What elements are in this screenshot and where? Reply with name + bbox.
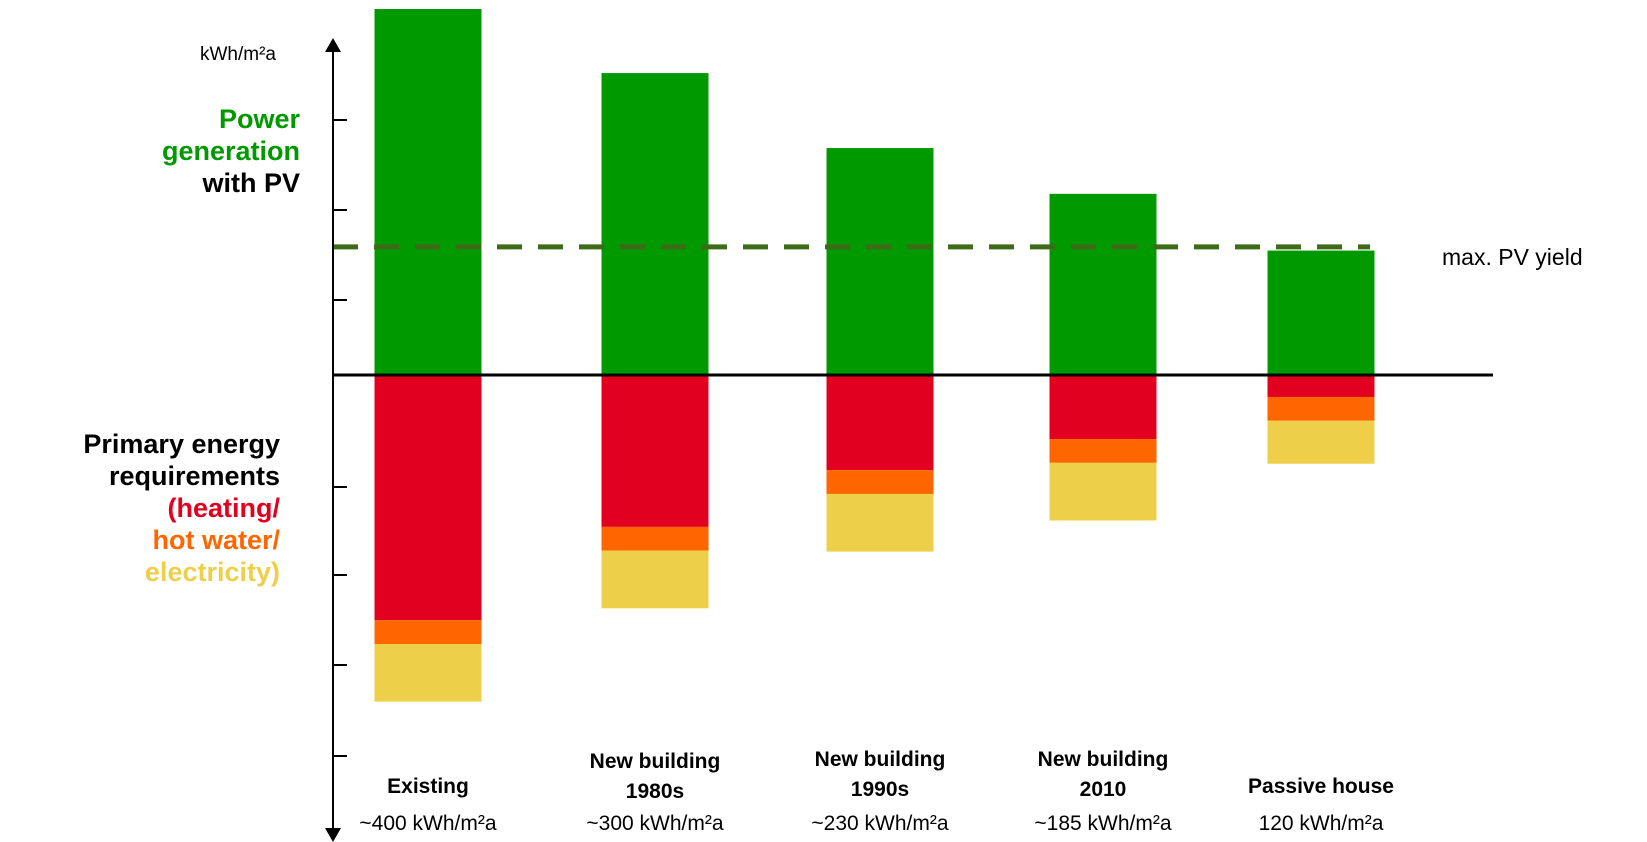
category-name-line: New building	[993, 745, 1213, 775]
category-name-line: 1990s	[770, 775, 990, 805]
power-label-line-2: generation	[162, 135, 300, 167]
power-label-line-1: Power	[162, 103, 300, 135]
power-generation-label: Power generation with PV	[162, 103, 300, 199]
hot-water-bar-3	[827, 470, 934, 494]
category-value-label-1: ~400 kWh/m²a	[318, 812, 538, 836]
hot-water-bar-4	[1050, 439, 1157, 463]
electricity-bar-4	[1050, 463, 1157, 521]
category-name-5: Passive house	[1211, 772, 1431, 802]
category-name-line: 2010	[993, 775, 1213, 805]
category-value-label-4: ~185 kWh/m²a	[993, 812, 1213, 836]
category-name-2: New building 1980s	[545, 747, 765, 807]
category-name-line: 1980s	[545, 777, 765, 807]
primary-energy-label: Primary energy requirements (heating/ ho…	[83, 428, 280, 588]
primary-label-line-2: requirements	[83, 460, 280, 492]
hot-water-bar-1	[375, 620, 482, 644]
category-value-label-5: 120 kWh/m²a	[1211, 812, 1431, 836]
pv-bar-5	[1268, 251, 1375, 375]
category-name-line: Passive house	[1211, 772, 1431, 802]
heating-bar-3	[827, 375, 934, 470]
category-name-3: New building 1990s	[770, 745, 990, 805]
electricity-bar-1	[375, 644, 482, 702]
pv-bar-4	[1050, 194, 1157, 375]
hot-water-bar-5	[1268, 397, 1375, 421]
power-label-line-3: with PV	[162, 167, 300, 199]
electricity-bar-2	[602, 551, 709, 609]
y-axis-arrow-up	[325, 38, 341, 52]
heating-bar-5	[1268, 375, 1375, 397]
hot-water-legend-label: hot water/	[83, 524, 280, 556]
pv-bar-1	[375, 9, 482, 375]
category-name-1: Existing	[318, 772, 538, 802]
heating-legend-label: (heating/	[83, 492, 280, 524]
heating-bar-1	[375, 375, 482, 620]
primary-label-line-1: Primary energy	[83, 428, 280, 460]
category-value-label-3: ~230 kWh/m²a	[770, 812, 990, 836]
electricity-bar-5	[1268, 421, 1375, 464]
hot-water-bar-2	[602, 527, 709, 551]
heating-bar-4	[1050, 375, 1157, 439]
heating-bar-2	[602, 375, 709, 527]
category-name-line: New building	[545, 747, 765, 777]
y-axis-unit-label: kWh/m²a	[200, 44, 276, 66]
category-name-line: New building	[770, 745, 990, 775]
pv-bar-3	[827, 148, 934, 375]
electricity-legend-label: electricity)	[83, 556, 280, 588]
category-value-label-2: ~300 kWh/m²a	[545, 812, 765, 836]
max-pv-yield-label: max. PV yield	[1442, 244, 1583, 271]
category-name-4: New building 2010	[993, 745, 1213, 805]
electricity-bar-3	[827, 494, 934, 552]
category-name-line: Existing	[318, 772, 538, 802]
pv-bar-2	[602, 73, 709, 375]
